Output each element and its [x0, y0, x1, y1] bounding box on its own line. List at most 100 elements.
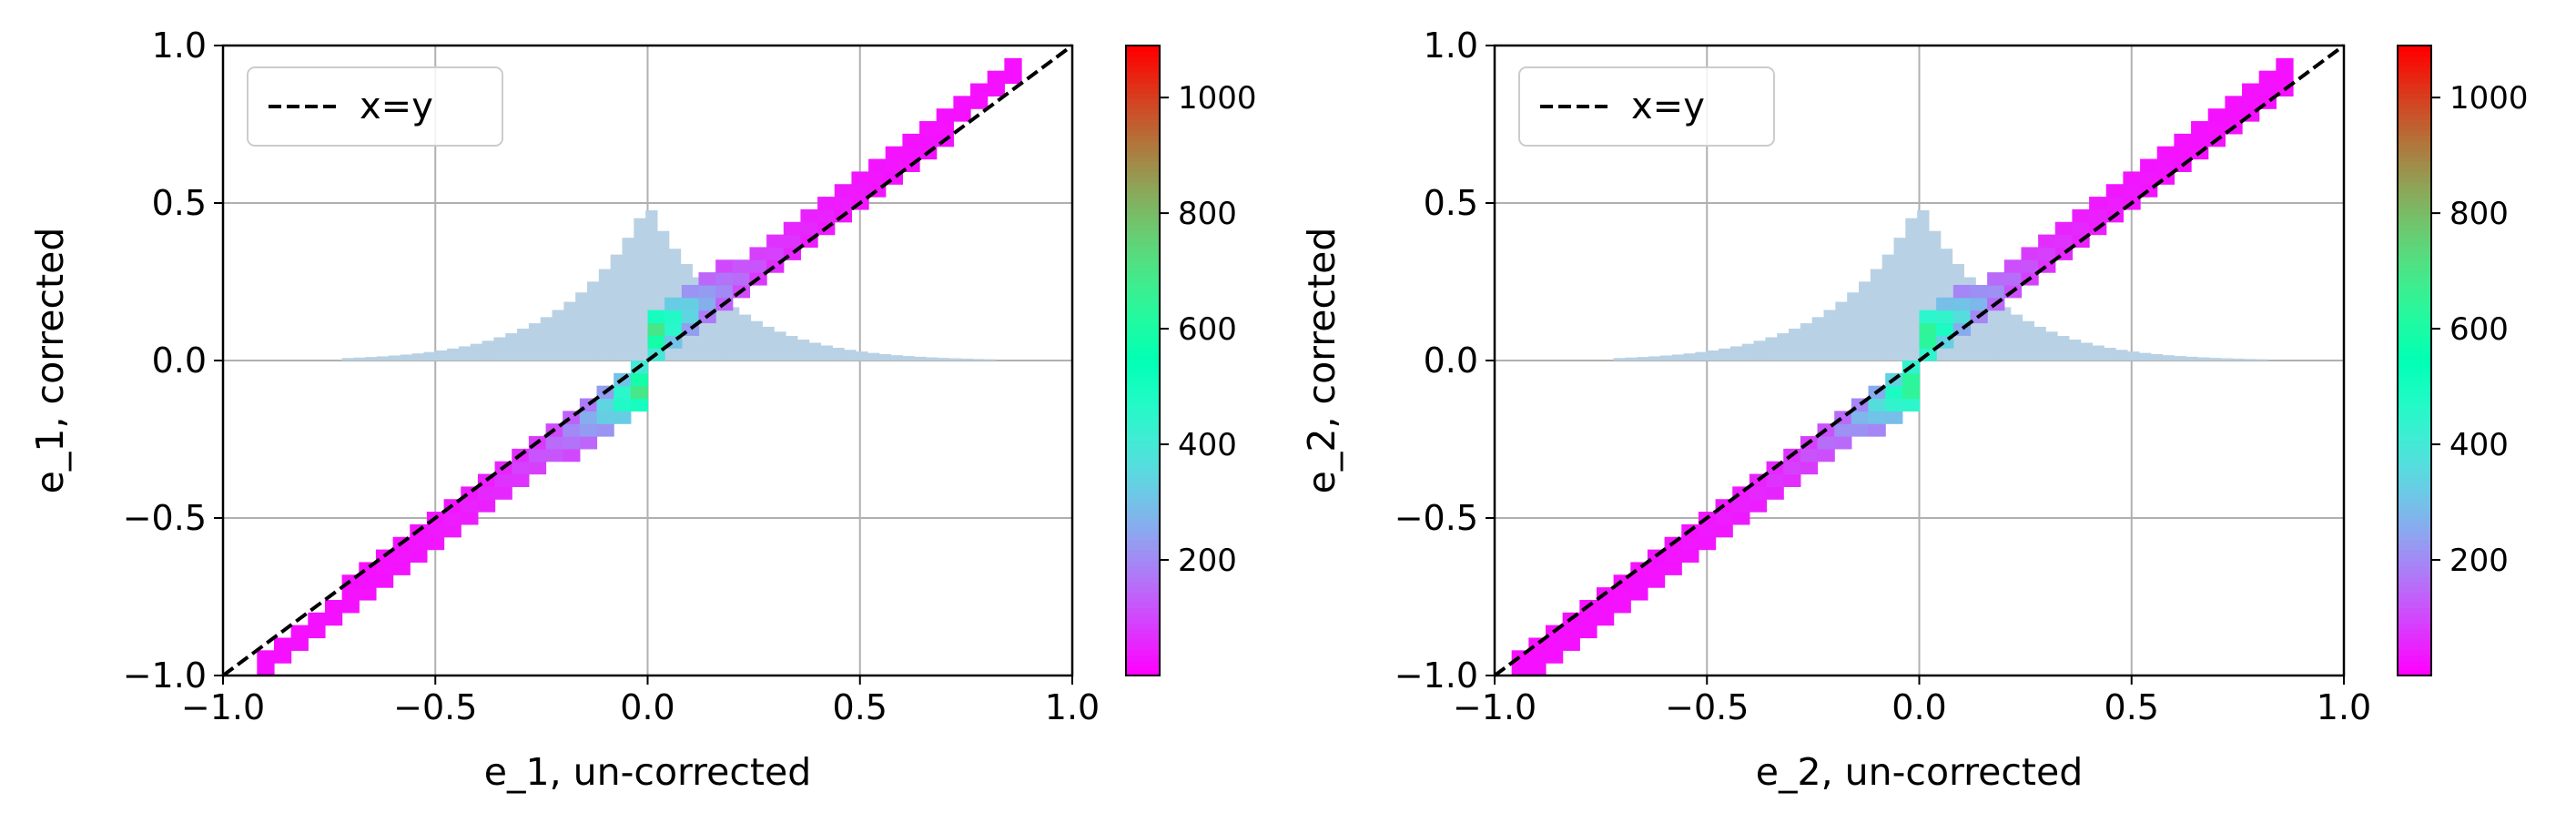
colorbar-segment — [1126, 61, 1160, 68]
x-tick-label: 1.0 — [2317, 687, 2371, 727]
heatmap-cell — [647, 335, 665, 349]
colorbar-segment — [2398, 323, 2431, 330]
colorbar-segment — [2398, 350, 2431, 357]
colorbar-segment — [2398, 513, 2431, 519]
heatmap-cell — [2207, 108, 2226, 122]
histogram-bar — [540, 317, 553, 361]
colorbar-segment — [2398, 591, 2431, 598]
x-tick-label: 0.0 — [1891, 687, 1946, 727]
histogram-bar — [1683, 353, 1696, 361]
chart-panel-e2: −1.0−1.0 −0.5 −0.5 0.0 0.0 0.5 0.5 1.0 1.0 e_2, u… — [1300, 25, 2529, 794]
heatmap-cell — [749, 259, 767, 273]
colorbar-tick-label: 1000 — [2449, 80, 2529, 117]
colorbar-segment — [2398, 66, 2431, 73]
colorbar-tick-label: 600 — [2449, 311, 2509, 348]
colorbar-segment — [1126, 323, 1160, 330]
heatmap-cell — [2123, 171, 2141, 185]
heatmap-cell — [2242, 96, 2260, 109]
colorbar-segment — [2398, 371, 2431, 378]
histogram-bar — [972, 359, 985, 361]
histogram-bar — [726, 307, 740, 361]
histogram-bar — [411, 353, 424, 361]
heatmap-cell — [1681, 536, 1699, 551]
colorbar-segment — [1126, 433, 1160, 441]
heatmap-cell — [2258, 83, 2277, 97]
colorbar-segment — [1126, 528, 1160, 535]
x-axis-label: e_1, un-corrected — [484, 750, 811, 794]
heatmap-cell — [2072, 221, 2090, 236]
legend-box — [1518, 66, 1775, 147]
heatmap-cell — [257, 663, 275, 676]
heatmap-cell — [1579, 612, 1597, 626]
colorbar-segment — [2398, 139, 2431, 147]
heatmap-cell — [970, 96, 989, 109]
colorbar-segment — [1126, 150, 1160, 157]
colorbar-segment — [1126, 103, 1160, 110]
colorbar-segment — [1126, 229, 1160, 236]
histogram-bar — [715, 298, 728, 361]
colorbar-segment — [1126, 255, 1160, 262]
heatmap-cell — [732, 272, 751, 286]
colorbar-tick-label: 200 — [2449, 543, 2509, 579]
heatmap-cell — [1936, 297, 1954, 311]
colorbar-segment — [1126, 581, 1160, 587]
colorbar-segment — [2398, 329, 2431, 336]
colorbar-segment — [2398, 570, 2431, 577]
colorbar-segment — [1126, 124, 1160, 131]
colorbar-segment — [1126, 607, 1160, 614]
heatmap-cell — [681, 310, 700, 324]
heatmap-cell — [2207, 121, 2226, 135]
heatmap-cell — [477, 499, 496, 513]
colorbar-segment — [2398, 412, 2431, 420]
colorbar-segment — [1126, 486, 1160, 493]
heatmap-cell — [1885, 398, 1903, 411]
heatmap-cell — [1715, 523, 1733, 538]
heatmap-cell — [953, 108, 971, 122]
colorbar-segment — [1126, 97, 1160, 105]
heatmap-cell — [1936, 322, 1954, 336]
colorbar-segment — [1126, 76, 1160, 84]
colorbar-segment — [1126, 439, 1160, 446]
colorbar-segment — [1126, 570, 1160, 577]
histogram-bar — [517, 328, 530, 361]
histogram-bar — [1637, 357, 1649, 361]
colorbar-segment — [1126, 412, 1160, 420]
heatmap-cell — [1562, 625, 1580, 639]
colorbar-segment — [2398, 344, 2431, 351]
colorbar-segment — [2398, 56, 2431, 63]
heatmap-cell — [1919, 322, 1937, 336]
histogram-bar — [786, 335, 798, 361]
colorbar-segment — [1126, 407, 1160, 414]
heatmap-cell — [715, 284, 734, 299]
colorbar-segment — [1126, 135, 1160, 141]
colorbar-segment — [1126, 659, 1160, 666]
histogram-bar — [598, 269, 612, 361]
colorbar-segment — [1126, 234, 1160, 241]
colorbar-segment — [1126, 670, 1160, 676]
histogram-bar — [832, 348, 845, 361]
heatmap-cell — [885, 158, 903, 172]
histogram-bar — [926, 357, 938, 361]
colorbar-segment — [1126, 418, 1160, 425]
heatmap-cell — [308, 625, 326, 639]
colorbar-segment — [2398, 402, 2431, 409]
colorbar-segment — [1126, 318, 1160, 325]
colorbar-segment — [2398, 475, 2431, 483]
heatmap-cell — [1952, 310, 1972, 324]
histogram-bar — [1800, 323, 1813, 361]
histogram-bar — [1847, 292, 1860, 361]
colorbar-segment — [2398, 255, 2431, 262]
colorbar-segment — [1126, 82, 1160, 89]
colorbar-segment — [2398, 633, 2431, 640]
colorbar-segment — [1126, 523, 1160, 530]
histogram-bar — [587, 281, 600, 361]
colorbar-segment — [1126, 329, 1160, 336]
heatmap-cell — [698, 272, 716, 286]
colorbar-segment — [1126, 633, 1160, 640]
colorbar-segment — [1126, 156, 1160, 162]
colorbar-segment — [2398, 649, 2431, 655]
colorbar-segment — [2398, 61, 2431, 68]
legend: x=y — [1518, 66, 1775, 147]
heatmap-cell — [2276, 70, 2294, 85]
heatmap-cell — [2123, 184, 2141, 198]
